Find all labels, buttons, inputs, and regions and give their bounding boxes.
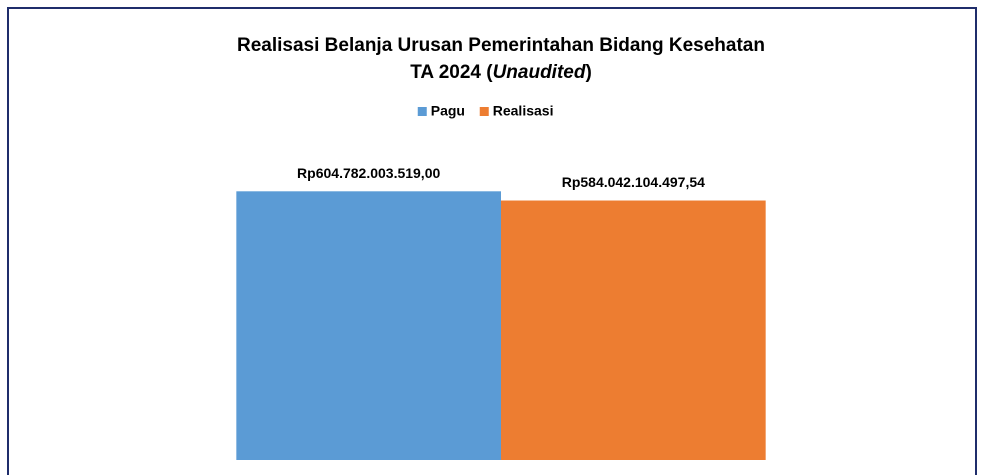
title-part: TA 2024 ( <box>410 62 493 83</box>
legend-label: Realisasi <box>493 103 554 119</box>
chart-title: Realisasi Belanja Urusan Pemerintahan Bi… <box>237 35 765 56</box>
title-part: ) <box>585 62 591 83</box>
legend-swatch <box>417 107 427 116</box>
title-part: Unaudited <box>493 62 586 83</box>
data-label: Rp584.042.104.497,54 <box>562 174 705 190</box>
chart-title: TA 2024 (Unaudited) <box>410 62 592 83</box>
legend-swatch <box>479 107 489 116</box>
data-label: Rp604.782.003.519,00 <box>297 165 440 181</box>
bar <box>501 200 766 460</box>
legend-label: Pagu <box>431 103 465 119</box>
bar <box>236 191 502 460</box>
title-line: Realisasi Belanja Urusan Pemerintahan Bi… <box>237 35 765 56</box>
